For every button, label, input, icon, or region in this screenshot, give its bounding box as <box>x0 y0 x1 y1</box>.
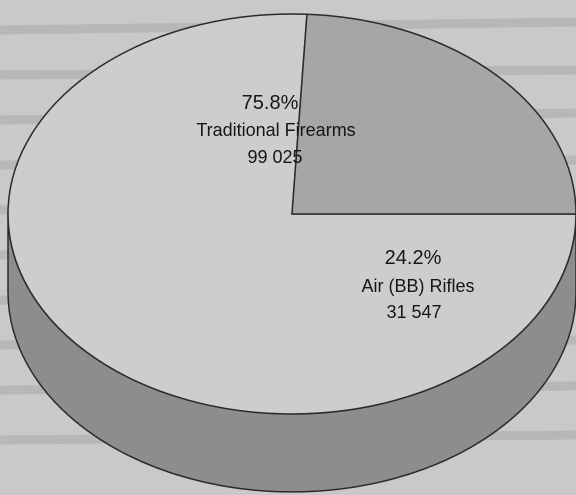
pie-slices <box>7 13 576 415</box>
slice-value-air-bb-rifles: 31 547 <box>386 302 441 322</box>
pie-slice-air-bb-rifles <box>291 13 576 215</box>
slice-name-air-bb-rifles: Air (BB) Rifles <box>361 276 474 296</box>
slice-value-traditional-firearms: 99 025 <box>247 147 302 167</box>
slice-percent-air-bb-rifles: 24.2% <box>385 247 442 269</box>
slice-percent-traditional-firearms: 75.8% <box>242 92 299 114</box>
slice-label-air-bb-rifles: 24.2% Air (BB) Rifles 31 547 <box>361 247 474 322</box>
slice-name-traditional-firearms: Traditional Firearms <box>196 120 355 140</box>
slice-label-traditional-firearms: 75.8% Traditional Firearms 99 025 <box>196 92 355 167</box>
